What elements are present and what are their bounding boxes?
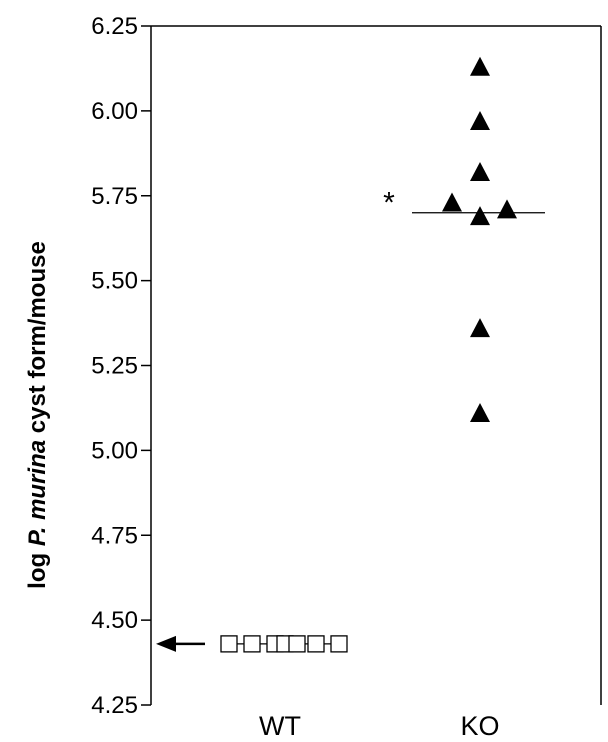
y-axis-title-prefix: log (24, 546, 51, 589)
ko-point (470, 111, 490, 131)
ko-point (470, 403, 490, 423)
arrow-head-icon (156, 635, 176, 652)
y-tick-label: 6.25 (91, 13, 138, 40)
y-tick-label: 4.50 (91, 607, 138, 634)
ko-point (470, 56, 490, 76)
y-tick-label: 4.75 (91, 522, 138, 549)
wt-point (220, 635, 238, 653)
significance-asterisk: * (383, 187, 395, 220)
y-axis-title-italic: P. murina (24, 440, 51, 546)
plot-frame (150, 25, 602, 705)
wt-point (288, 635, 306, 653)
y-tick-label: 5.75 (91, 183, 138, 210)
wt-point (330, 635, 348, 653)
x-category-label: WT (259, 711, 301, 741)
y-tick-label: 5.00 (91, 437, 138, 464)
y-axis-title: log P. murina cyst form/mouse (24, 241, 51, 589)
data-marks (220, 56, 545, 653)
y-tick-label: 6.00 (91, 98, 138, 125)
x-labels: WT KO (259, 711, 500, 741)
x-category-label: KO (460, 711, 499, 741)
y-tick-label: 5.25 (91, 353, 138, 380)
y-tick-label: 4.25 (91, 692, 138, 719)
wt-point (243, 635, 261, 653)
ko-point (470, 161, 490, 181)
ko-point (442, 192, 462, 212)
y-axis-title-suffix: cyst form/mouse (24, 241, 51, 440)
ko-point (470, 318, 490, 338)
annotations: * (156, 187, 395, 652)
y-tick-label: 5.50 (91, 268, 138, 295)
ko-point (470, 206, 490, 226)
y-ticks: 4.25 4.50 4.75 5.00 5.25 5.50 5.75 6.00 6.25 (91, 13, 151, 719)
ko-point (497, 199, 517, 219)
wt-point (307, 635, 325, 653)
